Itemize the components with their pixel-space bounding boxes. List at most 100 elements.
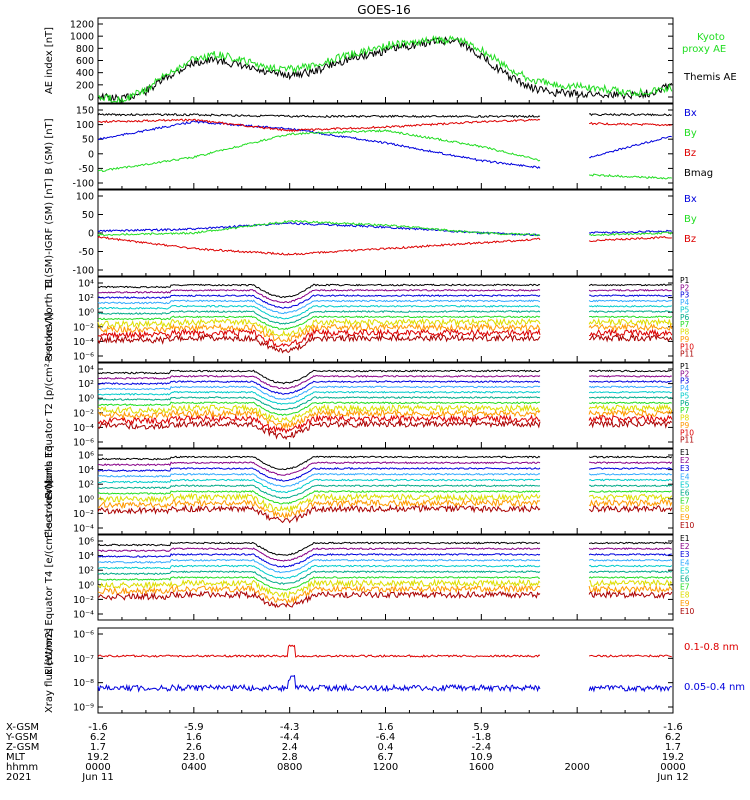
panel-6: Electrons North T3 10⁶ 10⁴ 10² 10⁰ 10⁻² 10⁻⁴ E1… <box>44 445 695 538</box>
legend-p1: P1 <box>680 276 690 285</box>
y-tick-label: 10⁰ <box>78 580 94 591</box>
x-col-value: 10.9 <box>470 752 492 763</box>
channel-e4 <box>97 558 673 574</box>
legend-p6: P6 <box>680 399 690 408</box>
x-axis-table: X-GSMY-GSMZ-GSMMLThhmm2021-1.66.21.719.2… <box>5 722 689 783</box>
panel-2: B (SM) [nT] 150 100 50 0 -50 -100 Bx By Bz Bmag <box>44 103 713 190</box>
channel-p3 <box>97 294 672 309</box>
channel-p2 <box>97 374 672 390</box>
y-tick-label: 0 <box>88 229 94 240</box>
x-col-value: 19.2 <box>662 752 684 763</box>
channel-p7 <box>97 401 672 417</box>
legend-p8: P8 <box>680 328 690 337</box>
y-tick-label: 400 <box>76 68 94 79</box>
legend-xray-1: 0.1-0.8 nm <box>684 642 739 653</box>
x-col-value: 2.4 <box>282 742 298 753</box>
legend-e1: E1 <box>680 534 690 543</box>
x-col-value: 1.6 <box>186 732 202 743</box>
legend-kyoto: Kyoto <box>697 32 725 43</box>
legend-e10: E10 <box>680 607 695 616</box>
x-row-label: hhmm <box>6 762 38 773</box>
channel-e3 <box>98 553 672 568</box>
channel-e1 <box>97 541 673 556</box>
channel-e6 <box>97 484 673 499</box>
channel-p5 <box>97 304 672 320</box>
y-tick-label: 10⁻⁴ <box>73 524 94 535</box>
y-tick-label: 10⁻⁴ <box>73 610 94 621</box>
channel-p11 <box>97 333 673 354</box>
channel-e10 <box>97 503 673 524</box>
legend-p5: P5 <box>680 391 690 400</box>
y-tick-label: 10⁰ <box>78 494 94 505</box>
panel-frame <box>97 17 674 104</box>
channel-p6 <box>97 310 673 325</box>
legend-p1: P1 <box>680 362 690 371</box>
x-col-value: Jun 11 <box>81 772 114 783</box>
series-bz <box>97 118 672 133</box>
y-tick-label: 10⁻⁹ <box>73 703 94 714</box>
x-col-value: 0000 <box>85 762 110 773</box>
channel-p8 <box>97 317 673 338</box>
y-tick-label: 10² <box>78 566 94 577</box>
legend-p10: P10 <box>680 342 694 351</box>
legend-bz: Bz <box>684 234 696 245</box>
y-tick-label: 10⁻⁴ <box>73 423 94 434</box>
x-col-value: 2000 <box>564 762 589 773</box>
legend-themis-ae: Themis AE <box>683 72 737 83</box>
channel-e8 <box>97 578 673 599</box>
y-axis-label: Protons Equator T2 [p/(cm²-s-sr-keV)] <box>44 312 55 499</box>
legend-bx: Bx <box>684 108 697 119</box>
channel-e2 <box>97 547 672 562</box>
panel-frame <box>97 627 674 714</box>
y-tick-label: 10⁰ <box>78 394 94 405</box>
legend-p6: P6 <box>680 313 690 322</box>
legend-e8: E8 <box>680 591 690 600</box>
y-tick-label: 100 <box>76 120 94 131</box>
legend-p2: P2 <box>680 283 690 292</box>
channel-p11 <box>97 419 673 440</box>
x-col-value: 2.6 <box>186 742 202 753</box>
series-bz <box>97 235 672 256</box>
legend-p4: P4 <box>680 384 690 393</box>
y-axis-label: Xray flux [W/m2] <box>44 628 55 713</box>
legend-e2: E2 <box>680 542 690 551</box>
legend-p3: P3 <box>680 377 690 386</box>
channel-e2 <box>97 461 673 476</box>
y-tick-label: 10⁶ <box>78 451 94 462</box>
legend-e6: E6 <box>680 575 690 584</box>
x-col-value: 1.6 <box>378 722 394 733</box>
y-tick-label: -50 <box>78 247 94 258</box>
plot-title: GOES-16 <box>357 3 411 17</box>
y-tick-label: 200 <box>76 80 94 91</box>
panel-8: Xray flux [W/m2] 10⁻⁶ 10⁻⁷ 10⁻⁸ 10⁻⁹ 0.1-0.8 … <box>44 627 745 714</box>
legend-e6: E6 <box>680 489 690 498</box>
panel-3: B (SM)-IGRF (SM) [nT] 100 50 0 -50 -100 Bx By Bz <box>44 178 697 287</box>
y-tick-label: 10⁴ <box>78 465 94 476</box>
legend-p7: P7 <box>680 320 690 329</box>
y-tick-label: 10⁶ <box>78 537 94 548</box>
legend-e4: E4 <box>680 472 690 481</box>
x-row-label: Y-GSM <box>5 732 38 743</box>
channel-p1 <box>97 369 672 385</box>
x-col-value: 0400 <box>181 762 206 773</box>
x-col-value: 1.7 <box>90 742 106 753</box>
series-themis-ae <box>97 36 673 104</box>
y-axis-label: B (SM)-IGRF (SM) [nT] <box>44 178 55 287</box>
legend-e8: E8 <box>680 505 690 514</box>
legend-e7: E7 <box>680 583 690 592</box>
x-row-label: X-GSM <box>6 722 39 733</box>
y-tick-label: 10⁻⁶ <box>73 352 94 363</box>
y-tick-label: 10⁰ <box>78 308 94 319</box>
channel-p1 <box>97 283 672 299</box>
x-col-value: -1.6 <box>88 722 108 733</box>
y-tick-label: 10⁻⁴ <box>73 337 94 348</box>
x-col-value: 6.2 <box>90 732 106 743</box>
channel-p10 <box>97 328 673 348</box>
channel-p9 <box>97 322 673 343</box>
series-xray-1 <box>97 644 672 658</box>
channel-e7 <box>97 490 672 505</box>
x-col-value: -1.8 <box>472 732 492 743</box>
y-tick-label: 0 <box>88 149 94 160</box>
x-col-value: 2.8 <box>282 752 298 763</box>
y-tick-label: 100 <box>76 192 94 203</box>
